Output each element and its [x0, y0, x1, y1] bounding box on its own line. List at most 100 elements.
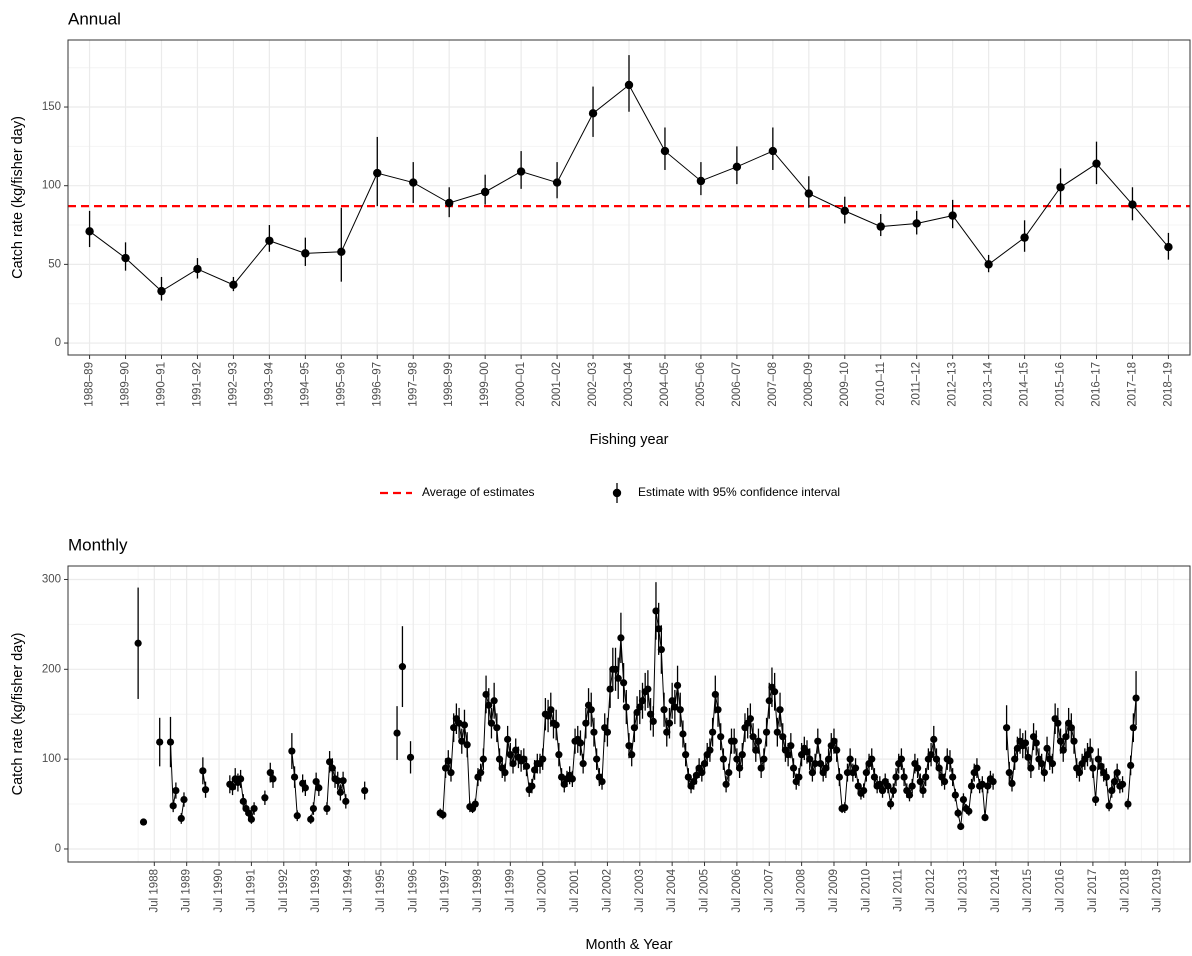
point	[504, 735, 512, 743]
point	[444, 757, 452, 765]
point	[373, 168, 382, 178]
point	[1008, 779, 1016, 787]
point	[922, 773, 930, 781]
point	[493, 724, 501, 732]
point	[622, 703, 630, 711]
point	[516, 167, 526, 176]
point	[730, 737, 738, 745]
point	[393, 729, 401, 737]
point	[229, 280, 238, 290]
point	[951, 791, 959, 799]
point	[673, 681, 682, 690]
x-tick-label: 2016–17	[1091, 362, 1103, 407]
x-tick-label: 1991–92	[191, 362, 203, 407]
point	[846, 755, 854, 763]
point	[984, 260, 993, 269]
x-tick-label: 1993–94	[263, 361, 275, 406]
x-tick-label: 2007–08	[767, 362, 779, 407]
legend-key-point	[612, 488, 622, 498]
x-tick-label: 2013–14	[983, 361, 995, 406]
point	[1011, 755, 1019, 763]
point	[628, 751, 636, 759]
point	[841, 804, 849, 812]
point	[789, 764, 798, 772]
point	[692, 771, 701, 779]
legend-label: Estimate with 95% confidence interval	[638, 485, 840, 499]
point	[487, 719, 496, 727]
x-tick-label: Jul 1997	[440, 869, 452, 912]
x-tick-label: Jul 2016	[1055, 869, 1067, 912]
point	[490, 697, 498, 705]
point	[544, 712, 552, 720]
y-tick-label: 0	[55, 337, 61, 349]
point	[1108, 786, 1116, 795]
point	[1059, 746, 1067, 754]
point	[121, 253, 130, 263]
x-tick-label: 2002–03	[587, 362, 599, 407]
point	[1164, 242, 1173, 252]
point	[328, 764, 336, 772]
point	[261, 794, 269, 802]
y-axis-title: Catch rate (kg/fisher day)	[10, 116, 26, 279]
point	[1054, 719, 1062, 727]
point	[722, 780, 730, 788]
point	[301, 784, 309, 792]
point	[1092, 795, 1100, 804]
point	[725, 769, 733, 777]
point	[732, 162, 742, 172]
point	[156, 738, 164, 746]
point	[590, 728, 598, 736]
point	[862, 769, 870, 777]
point	[1092, 159, 1101, 168]
point	[719, 755, 727, 763]
point	[1105, 802, 1113, 810]
point	[798, 751, 806, 759]
point	[485, 701, 493, 709]
point	[288, 747, 296, 755]
point	[690, 777, 698, 786]
point	[868, 755, 876, 763]
chart-title: Annual	[68, 9, 121, 28]
point	[655, 625, 663, 633]
x-tick-label: 1998–99	[443, 362, 455, 407]
point	[665, 719, 674, 727]
point	[1128, 200, 1137, 209]
point	[779, 733, 787, 741]
x-tick-label: Jul 1999	[504, 869, 516, 912]
point	[965, 807, 973, 815]
point	[512, 746, 520, 754]
point	[776, 706, 784, 714]
x-axis-title: Month & Year	[585, 937, 672, 953]
x-tick-label: Jul 2008	[796, 869, 808, 912]
x-tick-label: Jul 2012	[925, 869, 937, 912]
point	[946, 757, 954, 765]
y-tick-label: 300	[42, 574, 61, 586]
x-tick-label: 1992–93	[227, 362, 239, 407]
point	[339, 777, 347, 785]
point	[587, 706, 595, 714]
point	[746, 715, 754, 723]
point	[959, 795, 968, 804]
point	[266, 769, 274, 777]
point	[1089, 764, 1097, 772]
point	[134, 639, 142, 647]
x-tick-label: Jul 1996	[407, 869, 419, 912]
point	[870, 773, 879, 781]
point	[201, 786, 210, 794]
x-tick-label: Jul 2007	[763, 869, 775, 912]
point	[169, 802, 177, 810]
point	[501, 769, 509, 777]
point	[916, 777, 924, 786]
point	[1040, 769, 1048, 777]
point	[336, 788, 345, 796]
y-tick-label: 100	[42, 753, 61, 765]
x-tick-label: Jul 2002	[601, 869, 613, 912]
point	[409, 178, 418, 187]
x-tick-label: Jul 2014	[990, 868, 1002, 912]
point	[239, 797, 247, 805]
point	[876, 780, 884, 788]
point	[698, 769, 706, 777]
point	[717, 733, 725, 741]
point	[1110, 777, 1119, 786]
